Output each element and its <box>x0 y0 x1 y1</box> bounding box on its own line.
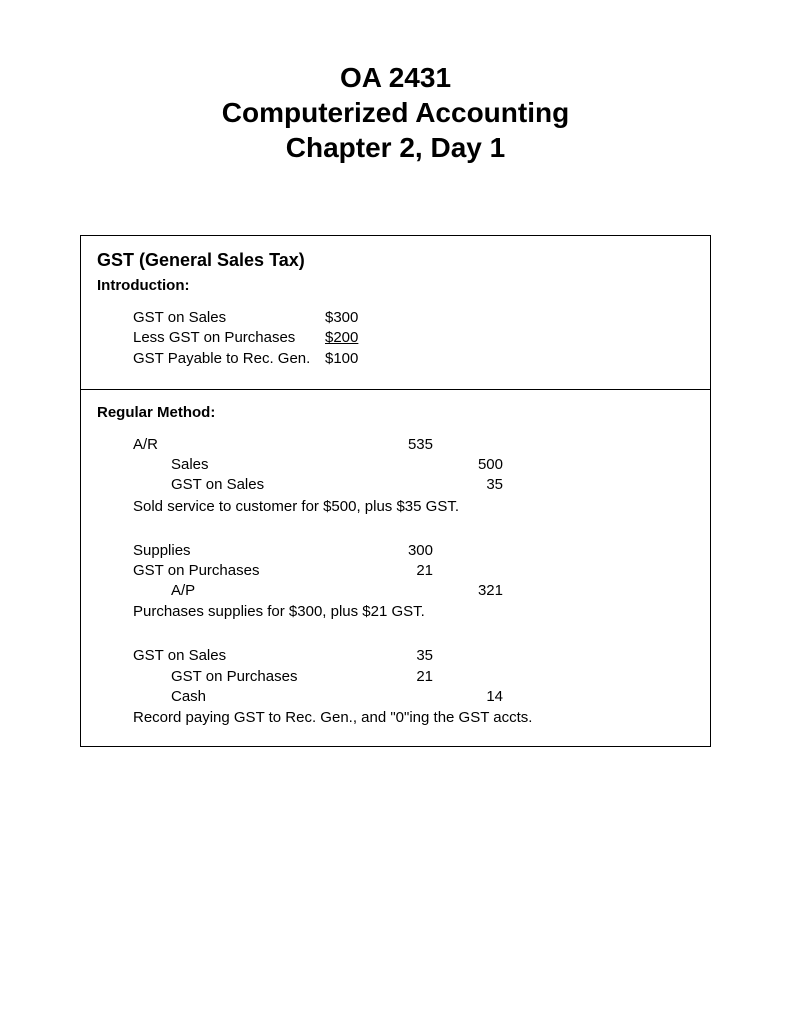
journal-line-credit <box>433 667 503 687</box>
intro-subheading: Introduction: <box>97 277 694 294</box>
journal-line: GST on Purchases21 <box>133 561 694 581</box>
intro-row: GST Payable to Rec. Gen.$100 <box>133 349 694 369</box>
journal-line-debit <box>363 455 433 475</box>
journal-line-label: GST on Sales <box>133 475 363 495</box>
journal-line: A/R535 <box>133 435 694 455</box>
journal-line-debit: 21 <box>363 561 433 581</box>
journal-line-label: GST on Sales <box>133 646 363 666</box>
title-line-1: OA 2431 <box>80 60 711 95</box>
journal-line: GST on Sales 35 <box>133 475 694 495</box>
journal-line-label: GST on Purchases <box>133 667 363 687</box>
journal-line-credit <box>433 435 503 455</box>
journal-line-debit <box>363 687 433 707</box>
entry-gap <box>133 620 694 646</box>
journal-line: GST on Purchases21 <box>133 667 694 687</box>
journal-line-label: GST on Purchases <box>133 561 363 581</box>
journal-line-debit <box>363 475 433 495</box>
journal-line-label: Supplies <box>133 541 363 561</box>
intro-row-label: GST on Sales <box>133 308 325 328</box>
entry-gap <box>133 515 694 541</box>
journal-line-credit: 35 <box>433 475 503 495</box>
journal-line-credit <box>433 561 503 581</box>
title-line-2: Computerized Accounting <box>80 95 711 130</box>
regular-section: Regular Method: A/R535Sales500GST on Sal… <box>81 389 710 746</box>
intro-row-value: $300 <box>325 308 369 328</box>
journal-line-credit <box>433 541 503 561</box>
content-box: GST (General Sales Tax) Introduction: GS… <box>80 235 711 747</box>
intro-row: GST on Sales$300 <box>133 308 694 328</box>
journal-line-label: A/R <box>133 435 363 455</box>
journal-line-credit <box>433 646 503 666</box>
journal-line-debit: 535 <box>363 435 433 455</box>
journal-line: GST on Sales35 <box>133 646 694 666</box>
intro-row-value: $100 <box>325 349 369 369</box>
intro-heading: GST (General Sales Tax) <box>97 250 694 271</box>
journal-line: Sales 500 <box>133 455 694 475</box>
title-line-3: Chapter 2, Day 1 <box>80 130 711 165</box>
intro-section: GST (General Sales Tax) Introduction: GS… <box>81 236 710 389</box>
journal-line-credit: 14 <box>433 687 503 707</box>
journal-line: Cash 14 <box>133 687 694 707</box>
journal-line-credit: 500 <box>433 455 503 475</box>
intro-row-label: Less GST on Purchases <box>133 328 325 348</box>
page-title: OA 2431 Computerized Accounting Chapter … <box>80 60 711 165</box>
journal-line-debit <box>363 581 433 601</box>
journal-line: Supplies300 <box>133 541 694 561</box>
journal-line-debit: 300 <box>363 541 433 561</box>
intro-row-value: $200 <box>325 328 369 348</box>
intro-row: Less GST on Purchases$200 <box>133 328 694 348</box>
intro-row-label: GST Payable to Rec. Gen. <box>133 349 325 369</box>
journal-line-credit: 321 <box>433 581 503 601</box>
journal-line-label: Cash <box>133 687 363 707</box>
journal-line: A/P 321 <box>133 581 694 601</box>
journal-line-label: A/P <box>133 581 363 601</box>
journal-note: Sold service to customer for $500, plus … <box>133 498 694 515</box>
journal-note: Purchases supplies for $300, plus $21 GS… <box>133 603 694 620</box>
journal-line-debit: 35 <box>363 646 433 666</box>
journal-note: Record paying GST to Rec. Gen., and "0"i… <box>133 709 694 726</box>
journal-line-debit: 21 <box>363 667 433 687</box>
regular-entries: A/R535Sales500GST on Sales35Sold service… <box>97 435 694 726</box>
regular-heading: Regular Method: <box>97 404 694 421</box>
intro-rows: GST on Sales$300Less GST on Purchases$20… <box>97 308 694 369</box>
journal-line-label: Sales <box>133 455 363 475</box>
